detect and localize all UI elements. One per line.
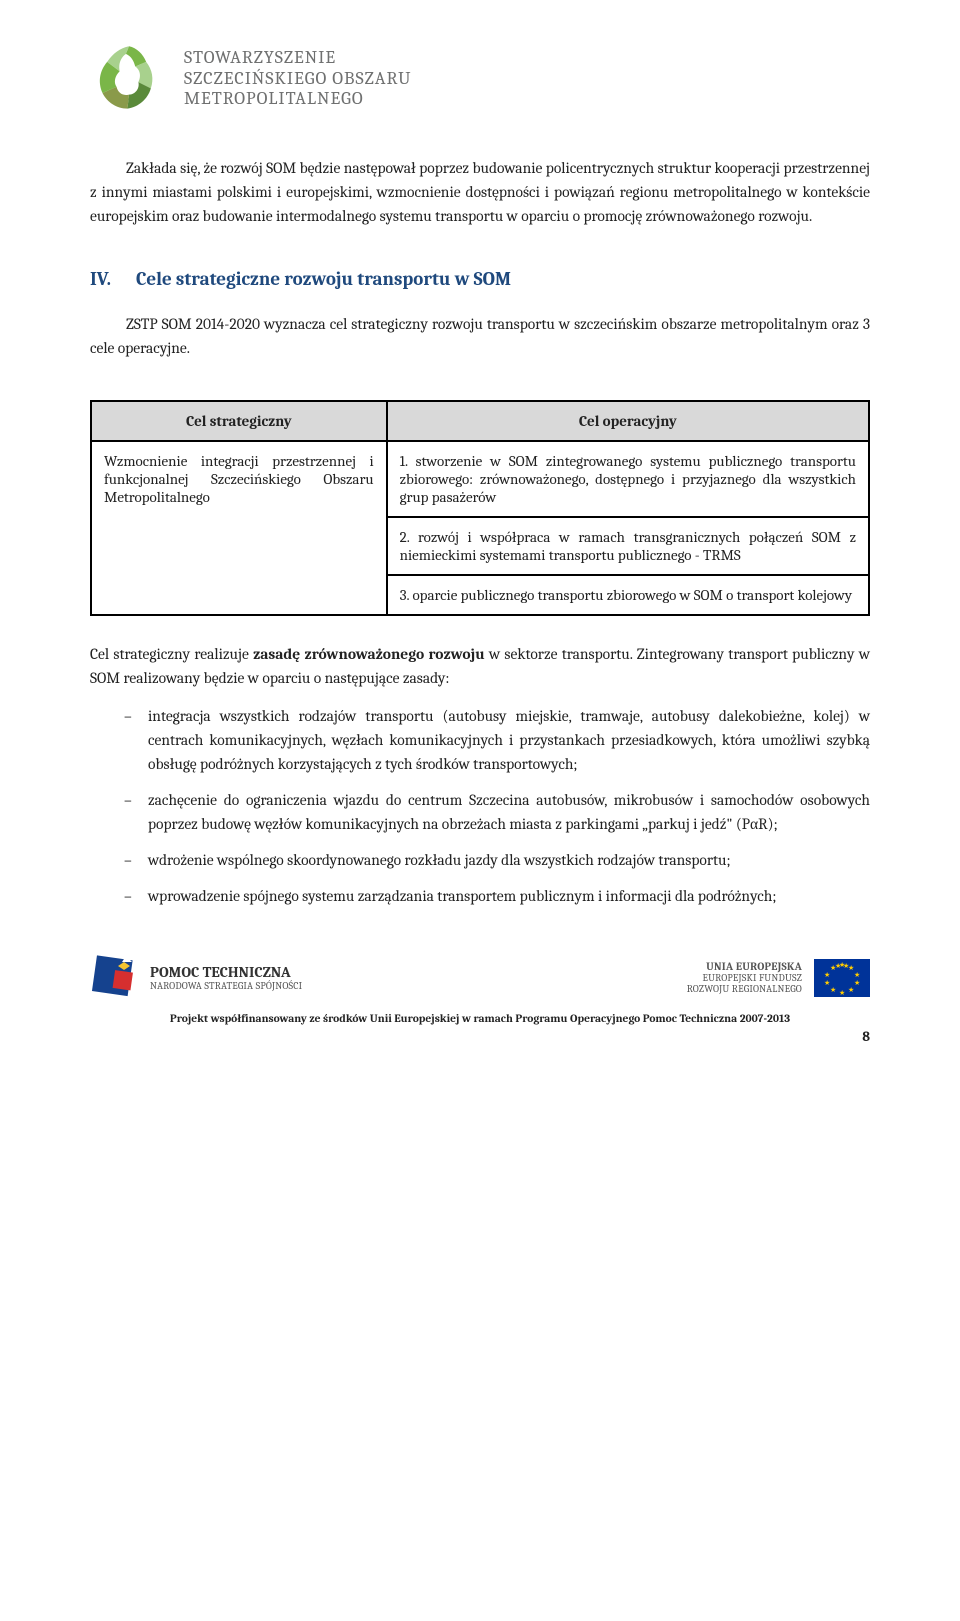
footer-left-logo: POMOC TECHNICZNA NARODOWA STRATEGIA SPÓJ…	[90, 954, 302, 1002]
section-iv-heading: IV.Cele strategiczne rozwoju transportu …	[90, 268, 870, 290]
table-op-cell-3: 3. oparcie publicznego transportu zbioro…	[387, 575, 869, 615]
after-table-block: Cel strategiczny realizuje zasadę zrówno…	[90, 642, 870, 690]
intro-paragraph: Zakłada się, że rozwój SOM będzie następ…	[90, 156, 870, 228]
section-paragraph: ZSTP SOM 2014-2020 wyznacza cel strategi…	[90, 312, 870, 360]
footer: POMOC TECHNICZNA NARODOWA STRATEGIA SPÓJ…	[90, 954, 870, 1025]
footer-right-logo: UNIA EUROPEJSKA EUROPEJSKI FUNDUSZ ROZWO…	[687, 959, 870, 997]
section-roman: IV.	[90, 268, 136, 290]
after-table-paragraph: Cel strategiczny realizuje zasadę zrówno…	[90, 642, 870, 690]
pomoc-techniczna-icon	[90, 954, 138, 1002]
footer-caption: Projekt współfinansowany ze środków Unii…	[90, 1012, 870, 1025]
section-paragraph-block: ZSTP SOM 2014-2020 wyznacza cel strategi…	[90, 312, 870, 360]
table-op-cell-1: 1. stworzenie w SOM zintegrowanego syste…	[387, 441, 869, 517]
footer-left-subtitle: NARODOWA STRATEGIA SPÓJNOŚCI	[150, 981, 302, 992]
list-item: wdrożenie wspólnego skoordynowanego rozk…	[124, 848, 870, 872]
org-name-line1: STOWARZYSZENIE	[184, 48, 412, 69]
principles-list: integracja wszystkich rodzajów transport…	[90, 704, 870, 908]
table-op-cell-2: 2. rozwój i współpraca w ramach transgra…	[387, 517, 869, 575]
org-name-line3: METROPOLITALNEGO	[184, 89, 412, 110]
table-header-strategic: Cel strategiczny	[91, 401, 387, 441]
footer-eu-line3: ROZWOJU REGIONALNEGO	[687, 984, 802, 995]
intro-paragraph-block: Zakłada się, że rozwój SOM będzie następ…	[90, 156, 870, 228]
list-item: integracja wszystkich rodzajów transport…	[124, 704, 870, 776]
table-strategic-cell: Wzmocnienie integracji przestrzennej i f…	[91, 441, 387, 615]
list-item: wprowadzenie spójnego systemu zarządzani…	[124, 884, 870, 908]
header-logo-block: STOWARZYSZENIE SZCZECIŃSKIEGO OBSZARU ME…	[90, 40, 870, 118]
footer-left-title: POMOC TECHNICZNA	[150, 964, 302, 981]
som-logo-icon	[90, 40, 168, 118]
list-item: zachęcenie do ograniczenia wjazdu do cen…	[124, 788, 870, 836]
page-number: 8	[862, 1028, 870, 1045]
eu-flag-icon: ★ ★ ★ ★ ★ ★ ★ ★ ★ ★ ★ ★	[814, 959, 870, 997]
section-title: Cele strategiczne rozwoju transportu w S…	[136, 268, 511, 290]
table-header-operational: Cel operacyjny	[387, 401, 869, 441]
goals-table: Cel strategiczny Cel operacyjny Wzmocnie…	[90, 400, 870, 616]
org-name-line2: SZCZECIŃSKIEGO OBSZARU	[184, 69, 412, 90]
